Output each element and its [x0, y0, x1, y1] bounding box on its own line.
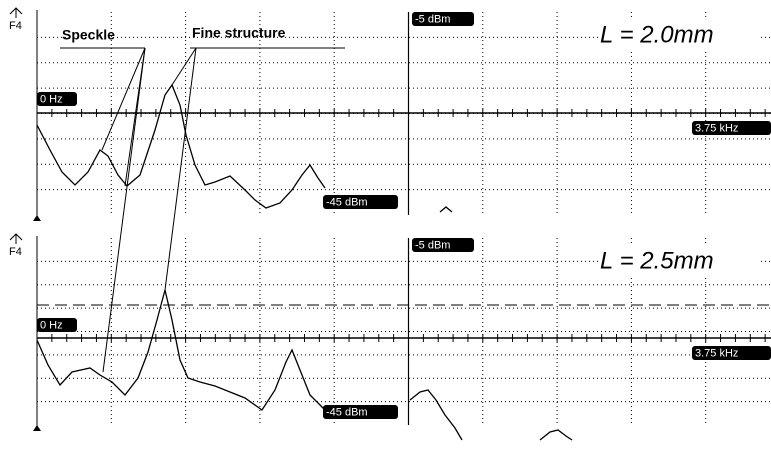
- length-label: L = 2.0mm: [600, 21, 714, 48]
- stop-freq-box: [692, 346, 771, 360]
- bottom-level: -45 dBm: [326, 196, 368, 208]
- speckle-pointer: [101, 47, 146, 151]
- labels: F4 -5 dBm 0 Hz 3.75 kHz -45 dBm L = 2.0mm F4 -5…: [9, 12, 771, 419]
- start-freq-box: [37, 318, 77, 332]
- start-freq-box: [37, 92, 77, 106]
- fine-pointer: [171, 47, 197, 86]
- ref-level-box: [412, 238, 474, 252]
- grid: [9, 7, 771, 431]
- stop-freq: 3.75 kHz: [695, 347, 738, 359]
- ref-level: -5 dBm: [415, 239, 450, 251]
- bottom-level-box: [323, 405, 398, 419]
- trace-bottom: [36, 289, 326, 411]
- up-arrow: [9, 233, 23, 244]
- ref-level: -5 dBm: [415, 13, 450, 25]
- trace-blip-top: [439, 206, 453, 213]
- bottom-level-box: [323, 195, 398, 209]
- axis-arrow: [33, 215, 41, 221]
- length-label: L = 2.5mm: [600, 247, 714, 274]
- start-freq: 0 Hz: [40, 93, 63, 105]
- channel-label: F4: [9, 20, 22, 32]
- speckle-label: Speckle: [62, 27, 115, 43]
- fine-pointer: [164, 47, 197, 291]
- fine-structure-label: Fine structure: [192, 25, 286, 41]
- length-bg: [598, 18, 758, 52]
- speckle-pointer: [102, 47, 146, 373]
- stop-freq: 3.75 kHz: [695, 122, 738, 134]
- axis-arrow: [33, 425, 41, 431]
- trace-blip: [539, 429, 573, 441]
- length-bg: [598, 244, 758, 278]
- channel-label: F4: [9, 246, 22, 258]
- trace-top: [36, 83, 326, 209]
- trace-bottom-right: [409, 389, 463, 441]
- up-arrow: [9, 7, 23, 18]
- bottom-level: -45 dBm: [326, 406, 368, 418]
- ref-level-box: [412, 12, 474, 26]
- start-freq: 0 Hz: [40, 319, 63, 331]
- stop-freq-box: [692, 121, 771, 135]
